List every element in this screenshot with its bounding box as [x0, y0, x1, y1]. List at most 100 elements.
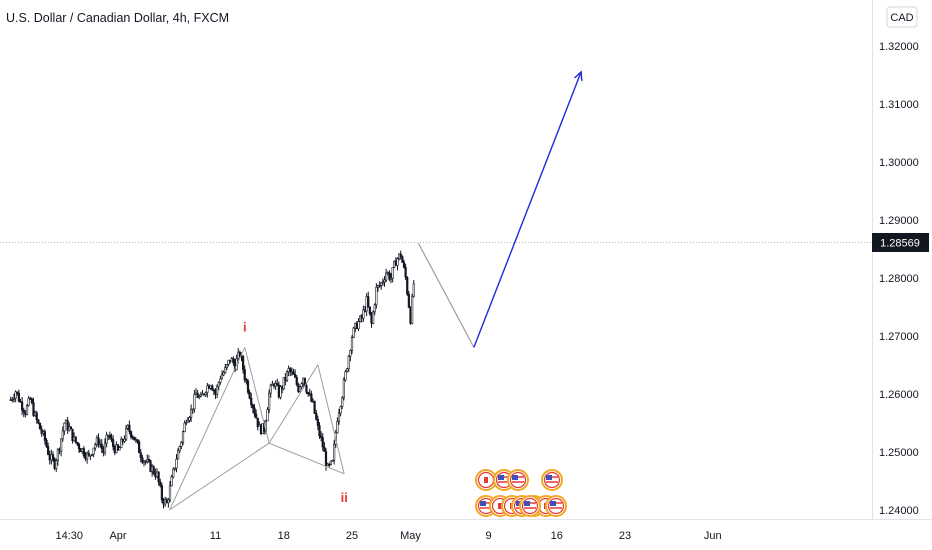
candle	[61, 426, 64, 442]
y-tick-label: 1.31000	[879, 99, 919, 111]
candle	[388, 270, 391, 282]
candle	[266, 407, 269, 422]
candle	[248, 389, 251, 400]
candle	[60, 438, 63, 457]
candle	[175, 454, 178, 473]
candle	[206, 382, 209, 398]
candle	[225, 363, 228, 371]
candle	[401, 255, 404, 263]
x-tick-label: Jun	[704, 530, 722, 542]
candle	[198, 394, 201, 400]
x-tick-label: 16	[551, 530, 563, 542]
candle	[328, 462, 331, 468]
candle	[173, 467, 176, 471]
candle	[125, 425, 128, 442]
candle	[245, 378, 248, 385]
candle	[14, 390, 17, 403]
candle	[45, 437, 48, 448]
pattern-line	[268, 442, 345, 475]
candle	[307, 391, 310, 397]
candle	[172, 467, 175, 479]
currency-button[interactable]: CAD	[886, 6, 918, 28]
candle	[149, 459, 152, 473]
candle	[183, 420, 186, 433]
candle	[128, 420, 131, 435]
candle	[341, 396, 344, 409]
candle	[216, 384, 219, 399]
candle	[285, 370, 289, 383]
candle	[329, 460, 332, 466]
candle	[177, 447, 180, 460]
pattern-line	[317, 364, 345, 474]
candle	[324, 448, 328, 471]
currency-label: CAD	[890, 12, 913, 24]
candle	[313, 400, 316, 414]
candle	[193, 390, 196, 413]
candle	[255, 409, 258, 419]
candle	[56, 447, 59, 466]
chart-title: U.S. Dollar / Canadian Dollar, 4h, FXCM	[6, 11, 229, 25]
candle	[120, 436, 123, 448]
us-flag-icon[interactable]	[541, 469, 563, 491]
candle	[103, 438, 107, 456]
candle	[282, 377, 285, 391]
candle	[412, 280, 415, 298]
wave-label-2: ii	[341, 490, 348, 505]
candle	[276, 378, 279, 387]
candle	[292, 368, 295, 375]
x-tick-label: 23	[619, 530, 631, 542]
candle	[141, 454, 144, 464]
last-price-tag: 1.28569	[872, 233, 929, 252]
y-tick-label: 1.24000	[879, 505, 919, 517]
economic-events	[475, 469, 567, 517]
candle	[47, 442, 50, 456]
candle	[339, 405, 342, 417]
candle	[375, 283, 378, 309]
candle	[367, 291, 370, 308]
wave-label-1: i	[243, 319, 247, 334]
candle	[378, 281, 381, 288]
time-axis[interactable]: 14:30 Apr 11 18 25 May 9 16 23 Jun	[55, 530, 721, 542]
candle	[204, 391, 207, 398]
candle	[180, 440, 183, 450]
candle	[300, 382, 303, 390]
candle	[186, 417, 189, 423]
candle	[373, 303, 376, 316]
candle	[243, 365, 246, 383]
candle	[30, 397, 33, 405]
candle	[411, 293, 414, 325]
candle	[362, 305, 365, 322]
us-flag-icon[interactable]	[519, 495, 541, 517]
x-tick-label: 9	[485, 530, 491, 542]
candle	[170, 474, 173, 487]
candle	[51, 451, 55, 462]
x-tick-label: May	[400, 530, 421, 542]
us-flag-icon[interactable]	[507, 469, 529, 491]
us-flag-icon[interactable]	[545, 495, 567, 517]
candle	[389, 273, 393, 284]
candle	[222, 370, 225, 377]
candle	[123, 435, 126, 443]
candle	[372, 310, 375, 325]
candle	[136, 439, 139, 444]
candle	[190, 404, 193, 422]
x-tick-label: 25	[346, 530, 358, 542]
candle	[321, 433, 324, 451]
candles-layer	[9, 250, 415, 509]
price-axis[interactable]: 1.32000 1.31000 1.30000 1.29000 1.28000 1.270…	[879, 41, 919, 517]
candle	[87, 449, 90, 457]
candle	[69, 426, 72, 430]
candle	[316, 415, 319, 431]
candle	[279, 385, 282, 400]
candle	[256, 417, 259, 431]
projection-path	[417, 70, 583, 348]
candle	[43, 429, 46, 445]
candle	[199, 391, 202, 398]
candle	[25, 404, 29, 416]
candle	[342, 377, 345, 401]
candle	[305, 382, 308, 394]
projection-down-line	[417, 242, 475, 348]
candle	[359, 315, 362, 323]
candle	[108, 431, 111, 440]
